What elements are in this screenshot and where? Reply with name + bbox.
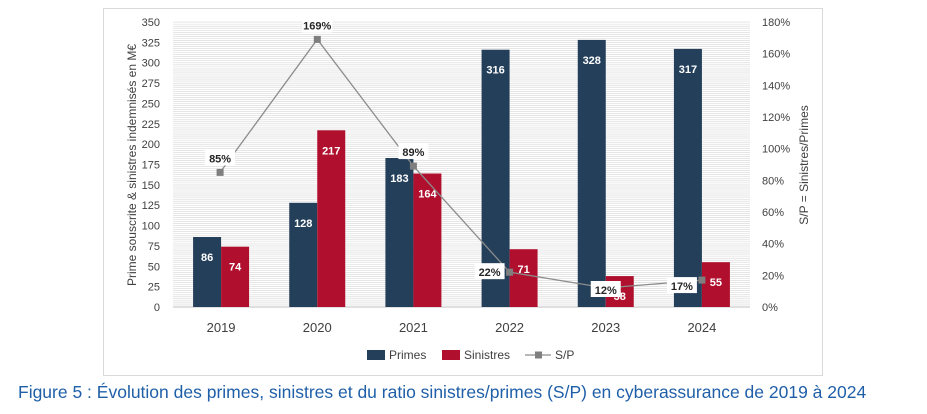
bar-value-label: 328 — [583, 55, 601, 67]
y-right-tick-label: 60% — [762, 207, 784, 219]
bar-sinistres — [413, 173, 442, 307]
legend-swatch-primes — [367, 350, 385, 360]
bar-sinistres — [509, 249, 538, 307]
chart-frame — [103, 8, 823, 376]
bar-primes — [385, 158, 414, 307]
y-left-tick-label: 0 — [154, 302, 160, 314]
y-right-axis-title: S/P = Sinistres/Primes — [797, 105, 811, 224]
sp-label-bg — [398, 143, 429, 160]
bar-value-label: 317 — [679, 64, 697, 76]
sp-marker — [216, 168, 224, 176]
sp-label-bg — [302, 16, 333, 33]
bar-sinistres — [317, 130, 346, 307]
sp-value-label: 85% — [209, 153, 231, 165]
bar-value-label: 128 — [294, 218, 312, 230]
y-left-tick-label: 25 — [148, 282, 160, 294]
bar-value-label: 183 — [390, 173, 408, 185]
y-left-tick-label: 300 — [142, 58, 160, 70]
y-right-tick-label: 40% — [762, 239, 784, 251]
y-left-tick-label: 50 — [148, 261, 160, 273]
y-left-tick-label: 100 — [142, 221, 160, 233]
sp-line — [219, 38, 702, 289]
y-right-tick-label: 80% — [762, 175, 784, 187]
y-left-tick-label: 325 — [142, 37, 160, 49]
bar-value-label: 74 — [229, 262, 242, 274]
y-left-tick-label: 250 — [142, 98, 160, 110]
sp-value-label: 22% — [479, 267, 501, 279]
sp-label-bg — [205, 149, 236, 166]
y-right-tick-label: 140% — [762, 80, 790, 92]
x-tick-label: 2021 — [399, 320, 428, 335]
sp-value-label: 17% — [671, 281, 693, 293]
y-left-tick-label: 200 — [142, 139, 160, 151]
y-left-axis-title: Prime souscrite & sinistres indemnisés e… — [125, 44, 139, 286]
y-left-tick-label: 225 — [142, 119, 160, 131]
x-tick-label: 2022 — [495, 320, 524, 335]
legend-label: Primes — [389, 348, 426, 362]
bar-value-label: 164 — [418, 189, 437, 201]
sp-value-label: 12% — [595, 285, 617, 297]
bar-value-label: 217 — [322, 145, 340, 157]
y-left-tick-label: 350 — [142, 17, 160, 29]
y-right-tick-label: 20% — [762, 270, 784, 282]
sp-value-label: 169% — [303, 20, 331, 32]
y-right-tick-label: 120% — [762, 112, 790, 124]
sp-label-bg — [590, 281, 621, 297]
legend-swatch-sinistres — [442, 350, 460, 360]
sp-marker — [698, 276, 706, 284]
bar-value-label: 71 — [517, 264, 529, 276]
y-left-tick-label: 75 — [148, 241, 160, 253]
combo-chart: 0 25 50 75 100 125 150 175 200 225 250 275 300 325 350… — [125, 16, 811, 362]
y-right-tick-label: 160% — [762, 49, 790, 61]
y-right-tick-label: 0% — [762, 302, 778, 314]
y-right-tick-label: 100% — [762, 144, 790, 156]
y-left-tick-label: 125 — [142, 200, 160, 212]
x-tick-label: 2019 — [207, 320, 236, 335]
bar-value-label: 55 — [710, 277, 722, 289]
y-left-tick-label: 175 — [142, 160, 160, 172]
bar-primes — [577, 39, 606, 308]
x-tick-label: 2020 — [303, 320, 332, 335]
legend-label: Sinistres — [464, 348, 510, 362]
legend-label: S/P — [555, 348, 574, 362]
x-tick-label: 2024 — [687, 320, 716, 335]
bar-value-label: 86 — [201, 252, 213, 264]
legend-swatch-sp-marker — [535, 351, 542, 359]
sp-marker — [409, 162, 417, 170]
bar-primes — [193, 237, 222, 307]
y-left-tick-label: 275 — [142, 78, 160, 90]
sp-label-bg — [666, 277, 697, 294]
sp-marker — [313, 35, 321, 43]
figure-caption: Figure 5 : Évolution des primes, sinistr… — [18, 382, 867, 402]
sp-label-bg — [474, 263, 505, 280]
bar-sinistres — [221, 246, 250, 307]
bar-primes — [289, 202, 318, 307]
bar-value-label: 316 — [486, 65, 504, 77]
sp-marker — [506, 268, 514, 276]
bar-primes — [673, 48, 702, 308]
bar-sinistres — [701, 262, 730, 307]
y-right-tick-label: 180% — [762, 17, 790, 29]
x-tick-label: 2023 — [591, 320, 620, 335]
y-left-tick-label: 150 — [142, 180, 160, 192]
sp-value-label: 89% — [402, 147, 424, 159]
